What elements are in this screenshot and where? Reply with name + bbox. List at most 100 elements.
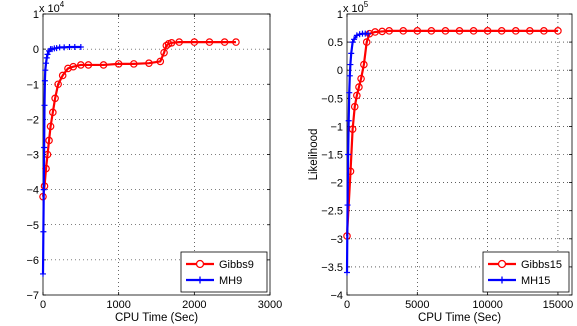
data-point xyxy=(69,62,78,71)
y-tick-label: 0.5 xyxy=(328,37,343,49)
data-point xyxy=(353,91,361,100)
data-point xyxy=(205,38,214,46)
data-point xyxy=(232,38,240,46)
data-point xyxy=(114,60,123,68)
data-point xyxy=(483,27,492,35)
data-point xyxy=(469,27,478,35)
x-tick-label: 5000 xyxy=(405,299,429,311)
data-point xyxy=(497,27,506,35)
data-point xyxy=(355,83,363,91)
x-tick-label: 0 xyxy=(344,299,350,311)
y-tick-label: −2.5 xyxy=(321,206,343,218)
legend-marker-plus xyxy=(498,276,506,284)
legend-label-MH15: MH15 xyxy=(521,275,550,287)
y-multiplier: x 105 xyxy=(343,0,369,15)
data-point xyxy=(347,61,354,68)
data-point xyxy=(511,27,520,35)
data-point xyxy=(190,38,199,46)
data-point xyxy=(365,30,372,37)
y-tick-label: −5 xyxy=(26,220,39,232)
legend: Gibbs15 MH15 xyxy=(482,251,570,293)
data-point xyxy=(345,117,352,124)
legend-label-MH9: MH9 xyxy=(219,275,242,287)
data-point xyxy=(346,72,353,79)
legend: Gibbs9 MH9 xyxy=(180,251,268,293)
data-point xyxy=(167,39,176,47)
data-point xyxy=(53,45,60,52)
data-point xyxy=(348,50,355,57)
y-tick-label: −1.5 xyxy=(321,150,343,162)
data-point xyxy=(99,61,108,69)
data-point xyxy=(385,27,393,35)
y-tick-label: −4 xyxy=(26,185,39,197)
legend-box xyxy=(180,251,268,293)
y-tick-label: −2 xyxy=(330,178,343,190)
data-point xyxy=(413,27,422,35)
data-point xyxy=(130,60,138,68)
x-tick-label: 15000 xyxy=(543,299,574,311)
legend-label-Gibbs9: Gibbs9 xyxy=(219,259,254,271)
y-axis-label: Likelihood xyxy=(308,129,320,181)
y-tick-label: 1 xyxy=(33,9,39,21)
y-multiplier-base: x 10 xyxy=(343,3,364,15)
legend-label-Gibbs15: Gibbs15 xyxy=(521,259,562,271)
y-tick-label: 0 xyxy=(33,44,39,56)
x-tick-label: 3000 xyxy=(258,299,282,311)
data-point xyxy=(58,71,67,80)
data-point xyxy=(160,48,168,57)
y-tick-label: −1 xyxy=(330,121,343,133)
data-point xyxy=(455,27,464,35)
data-point xyxy=(40,270,46,277)
data-point xyxy=(41,144,48,151)
data-point xyxy=(362,38,371,46)
y-multiplier-base: x 10 xyxy=(39,3,60,15)
data-point xyxy=(399,27,408,35)
data-point xyxy=(346,89,353,96)
data-point xyxy=(540,27,548,35)
data-point xyxy=(156,57,165,66)
data-point xyxy=(40,228,47,235)
legend-marker-circle xyxy=(195,259,205,269)
data-point xyxy=(61,44,68,51)
y-tick-label: −6 xyxy=(26,255,39,267)
data-point xyxy=(526,27,534,35)
y-multiplier-exponent: 4 xyxy=(60,0,65,9)
data-point xyxy=(49,108,57,117)
data-point xyxy=(45,136,53,145)
y-multiplier: x 104 xyxy=(39,0,65,15)
data-point xyxy=(344,202,351,209)
y-tick-label: −2 xyxy=(26,114,39,126)
x-tick-label: 2000 xyxy=(182,299,206,311)
data-point xyxy=(41,102,48,109)
y-tick-label: −4 xyxy=(330,290,343,302)
legend-marker-circle xyxy=(497,259,507,269)
data-point xyxy=(350,102,359,111)
data-point xyxy=(64,64,72,73)
data-point xyxy=(353,32,360,39)
left-chart: −7 −6 −5 −4 −3 −2 −1 0 1 0 1000 2000 3000 x 104 CPU Ti… xyxy=(26,0,282,324)
data-point xyxy=(46,122,55,131)
series-line-MH9 xyxy=(41,45,81,274)
data-point xyxy=(42,67,49,74)
y-tick-label: −0.5 xyxy=(321,93,343,105)
x-tick-label: 0 xyxy=(40,299,46,311)
data-point xyxy=(554,27,562,35)
y-tick-label: −7 xyxy=(26,290,39,302)
data-point xyxy=(357,74,365,83)
data-point xyxy=(220,38,229,46)
data-point xyxy=(441,27,450,35)
right-chart: −4 −3.5 −3 −2.5 −2 −1.5 −1 −0.5 0 0.5 1 0 5000 10000 1… xyxy=(308,0,573,324)
y-tick-label: −3 xyxy=(26,150,39,162)
data-point xyxy=(145,59,153,67)
data-point xyxy=(41,77,48,84)
data-point xyxy=(378,27,386,36)
y-tick-label: 0 xyxy=(337,65,343,77)
data-point xyxy=(54,80,62,89)
data-point xyxy=(43,54,50,61)
y-tick-label: −1 xyxy=(26,79,39,91)
data-point xyxy=(71,44,78,51)
x-axis-label: CPU Time (Sec) xyxy=(115,312,198,324)
series-line-Gibbs15 xyxy=(345,29,558,237)
data-point xyxy=(40,186,47,193)
